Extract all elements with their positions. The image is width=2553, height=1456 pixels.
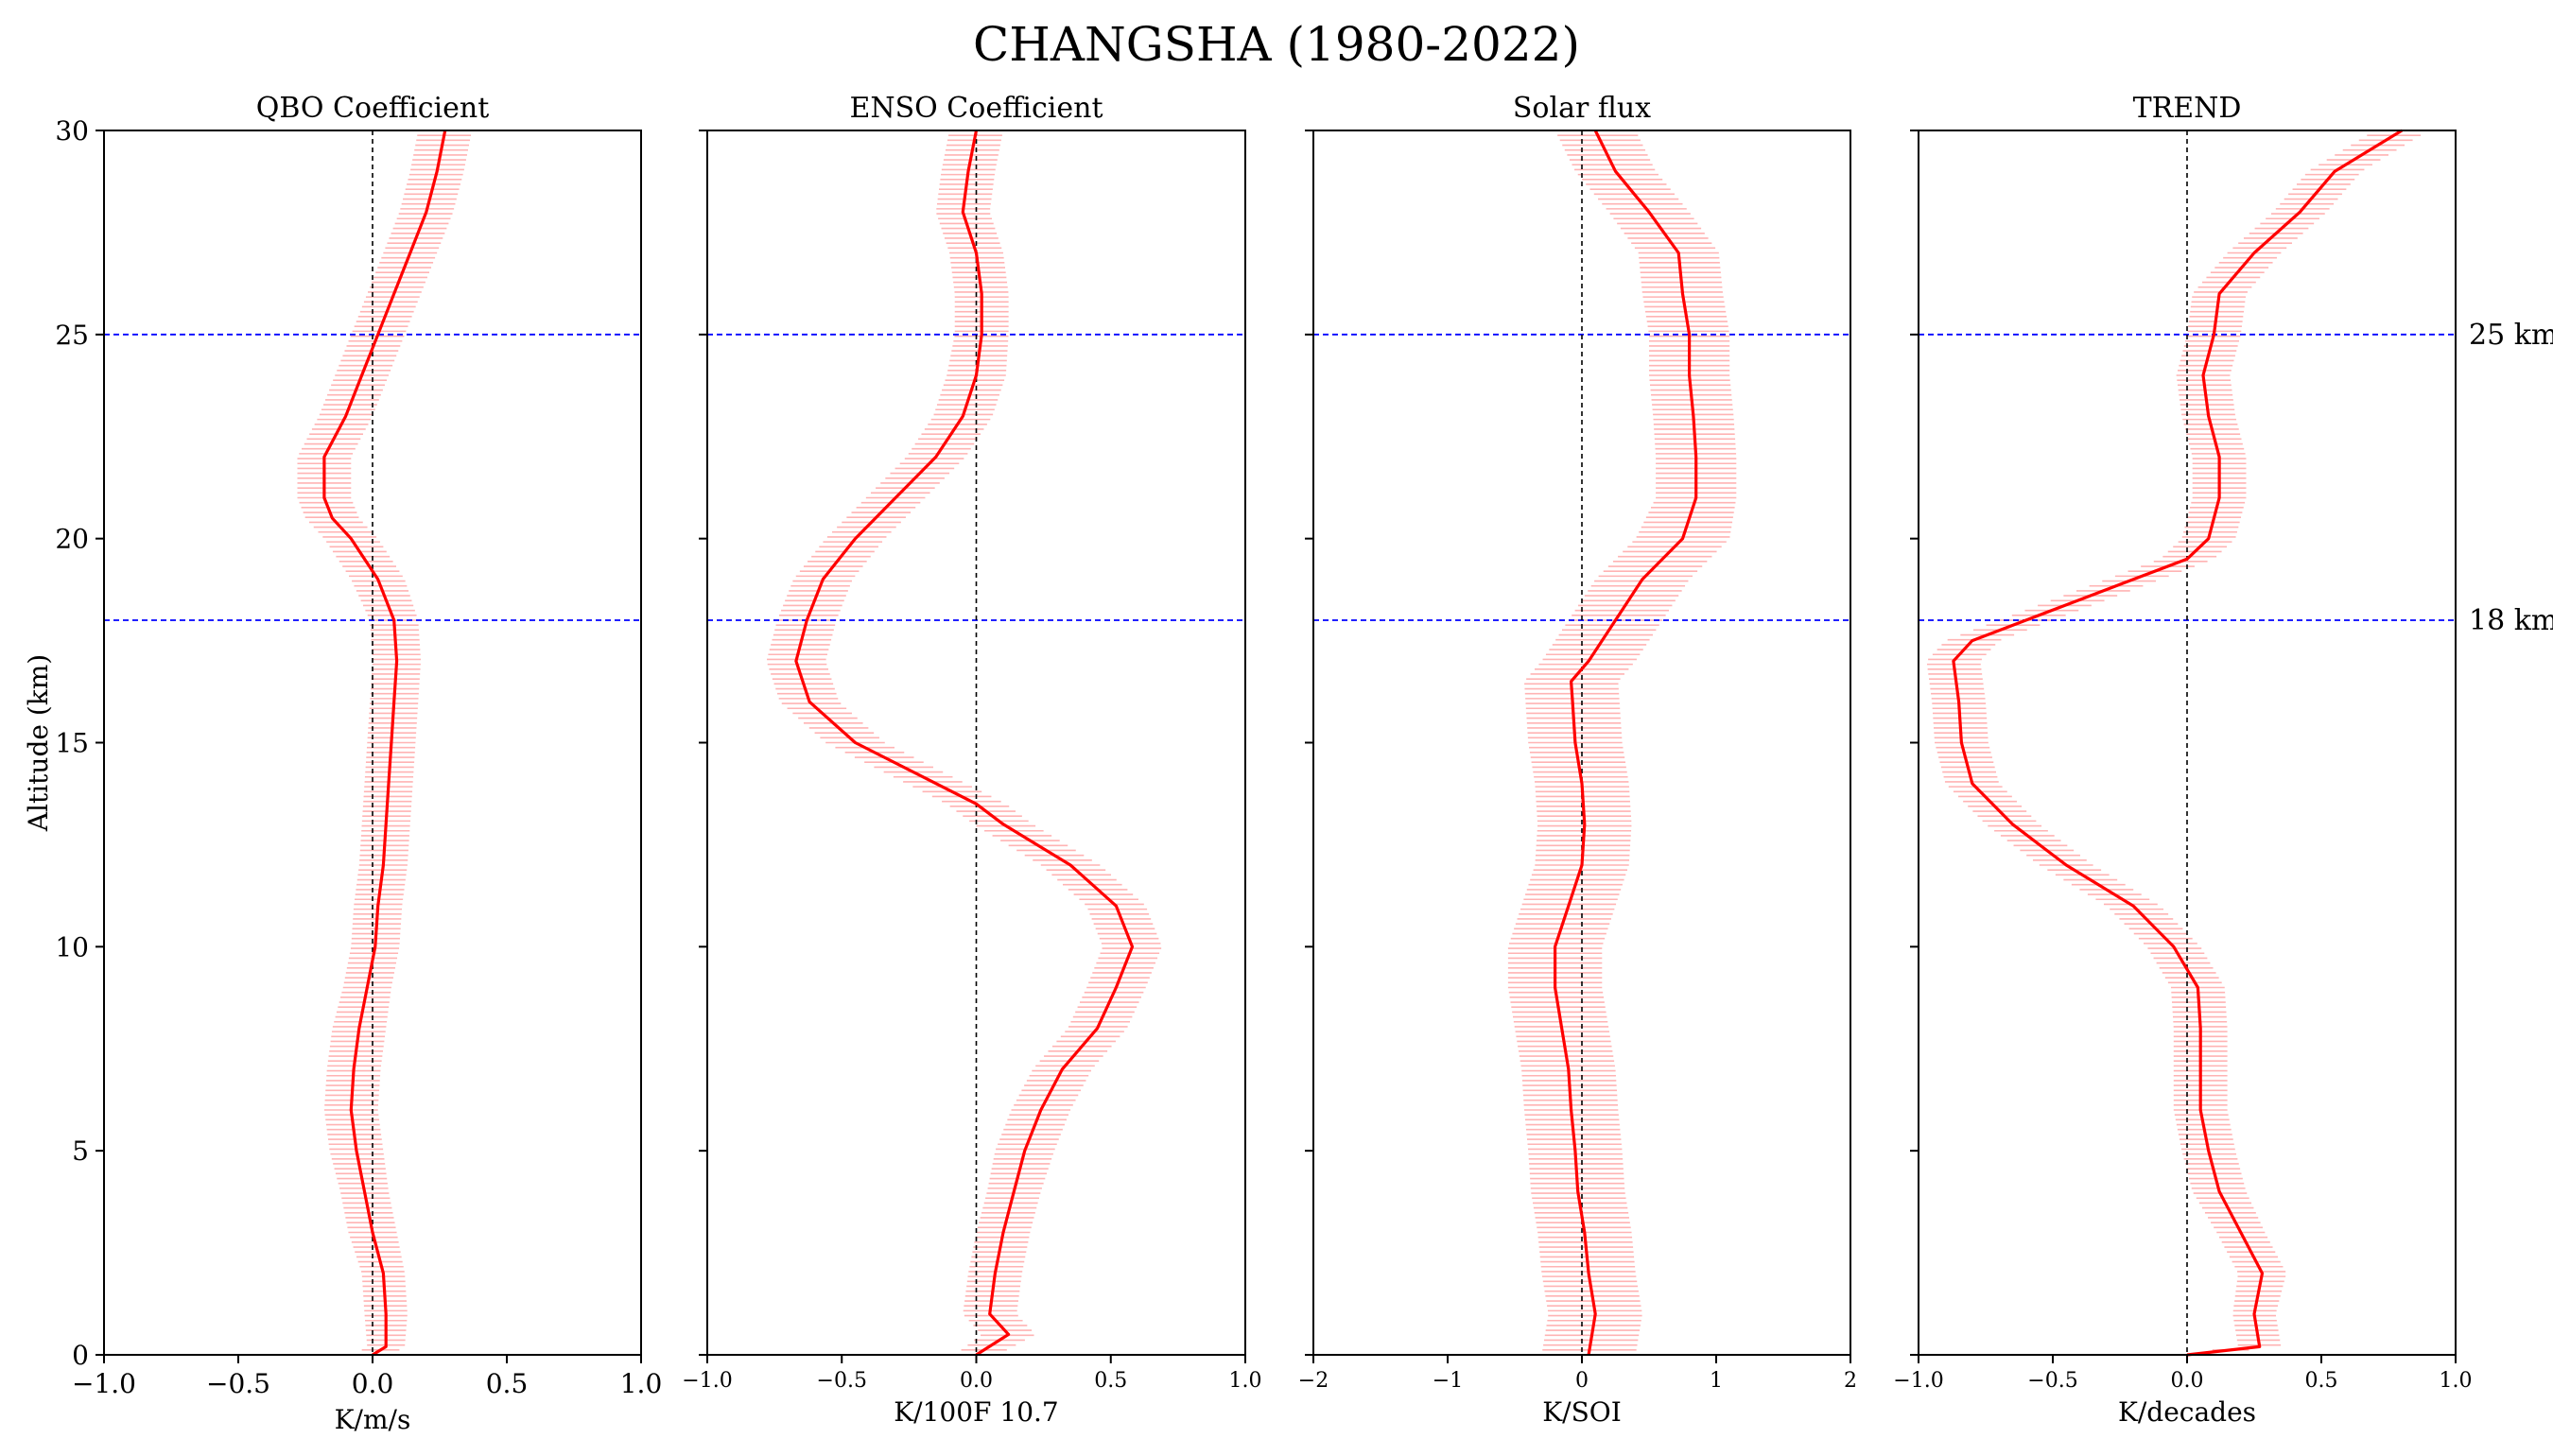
x-tick-label: 1.0 bbox=[2440, 1369, 2473, 1393]
x-axis-label: K/m/s bbox=[335, 1404, 411, 1435]
x-axis-label: K/SOI bbox=[1542, 1396, 1622, 1428]
coefficient-line bbox=[1553, 130, 1698, 1356]
x-tick-label: −0.5 bbox=[206, 1368, 270, 1399]
reference-label-25km: 25 km bbox=[2469, 319, 2553, 352]
coefficient-line bbox=[322, 130, 447, 1357]
y-tick-label: 20 bbox=[55, 524, 89, 555]
panel-1: −1.0 −0.5 0.0 0.5 1.0 0 5 10 15 20 25 30 QBO Coeffic… bbox=[55, 92, 662, 1435]
x-tick-label: −0.5 bbox=[2027, 1369, 2077, 1393]
x-tick-label: −1.0 bbox=[1893, 1369, 1943, 1393]
reference-label-18km: 18 km bbox=[2469, 604, 2553, 637]
error-bars bbox=[1507, 130, 1737, 1356]
x-tick-label: 0.0 bbox=[352, 1368, 394, 1399]
panel-title: Solar flux bbox=[1513, 92, 1651, 125]
x-tick-label: −0.5 bbox=[817, 1369, 867, 1393]
panel-3: −2 −1 0 1 2 Solar flux K/SOI bbox=[1298, 92, 1857, 1428]
panel-title: QBO Coefficient bbox=[256, 92, 490, 125]
error-bars bbox=[767, 130, 1162, 1356]
x-tick-label: 1.0 bbox=[620, 1368, 663, 1399]
panel-title: TREND bbox=[2133, 92, 2242, 125]
panel-title: ENSO Coefficient bbox=[849, 92, 1103, 125]
x-axis-label: K/100F 10.7 bbox=[894, 1396, 1058, 1428]
y-tick-label: 15 bbox=[55, 728, 89, 759]
x-tick-label: 0.5 bbox=[486, 1368, 529, 1399]
x-tick-label: 0 bbox=[1575, 1369, 1589, 1393]
x-axis-label: K/decades bbox=[2118, 1396, 2256, 1428]
x-tick-label: −1 bbox=[1433, 1369, 1463, 1393]
x-tick-label: 0.5 bbox=[2305, 1369, 2338, 1393]
y-tick-label: 25 bbox=[55, 320, 89, 351]
panel-2: −1.0 −0.5 0.0 0.5 1.0 ENSO Coefficient K/100F … bbox=[682, 92, 1261, 1428]
y-tick-label: 30 bbox=[55, 115, 89, 147]
x-tick-label: 1 bbox=[1710, 1369, 1723, 1393]
y-tick-label: 5 bbox=[72, 1135, 89, 1167]
error-bars bbox=[1926, 130, 2429, 1356]
panel-4: −1.0 −0.5 0.0 0.5 1.0 TREND K/decades 25 km 18 k… bbox=[1893, 92, 2553, 1428]
y-tick-label: 0 bbox=[72, 1340, 89, 1371]
y-tick-label: 10 bbox=[55, 931, 89, 962]
x-tick-label: −2 bbox=[1298, 1369, 1329, 1393]
x-tick-label: 0.0 bbox=[2171, 1369, 2204, 1393]
x-tick-label: −1.0 bbox=[72, 1368, 136, 1399]
coefficient-line bbox=[794, 130, 1135, 1357]
x-tick-label: 0.0 bbox=[960, 1369, 993, 1393]
x-tick-label: −1.0 bbox=[682, 1369, 732, 1393]
x-tick-label: 2 bbox=[1844, 1369, 1857, 1393]
x-tick-label: 0.5 bbox=[1094, 1369, 1127, 1393]
x-tick-label: 1.0 bbox=[1229, 1369, 1262, 1393]
y-axis-label: Altitude (km) bbox=[23, 654, 54, 832]
figure-title: CHANGSHA (1980-2022) bbox=[973, 17, 1580, 72]
coefficient-line bbox=[1952, 129, 2404, 1357]
